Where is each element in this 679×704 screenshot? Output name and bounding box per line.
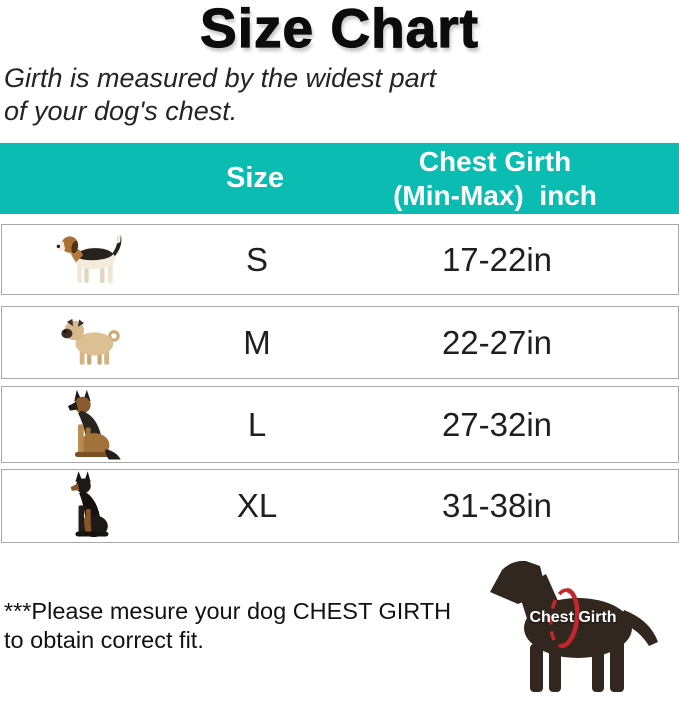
pug-dog-photo — [2, 314, 187, 372]
chest-girth-diagram: Chest Girth — [478, 548, 676, 703]
size-value-s: S — [245, 240, 268, 278]
chest-girth-diagram-label: Chest Girth — [529, 609, 617, 626]
doberman-dog-image — [70, 471, 108, 538]
table-row-size-m: M 22-27in — [1, 306, 679, 379]
table-row-size-s: S 17-22in — [1, 224, 679, 295]
pug-dog-image — [60, 318, 120, 365]
german-shepherd-dog-photo — [2, 388, 187, 462]
size-value-l: L — [247, 405, 267, 443]
girth-value-l: 27-32in — [441, 405, 553, 443]
girth-value-xl: 31-38in — [441, 487, 553, 524]
subtitle-girth-explanation: Girth is measured by the widest part of … — [4, 63, 437, 127]
header-chest-girth-label: Chest Girth (Min-Max) inch — [393, 145, 597, 211]
measurement-note: ***Please mesure your dog CHEST GIRTH to… — [4, 598, 452, 654]
girth-ellipse-marker — [549, 587, 580, 649]
doberman-dog-photo — [2, 470, 187, 542]
beagle-dog-image — [56, 234, 121, 283]
table-row-size-xl: XL 31-38in — [1, 469, 679, 543]
size-value-m: M — [243, 323, 271, 361]
table-header: Size Chest Girth (Min-Max) inch — [0, 143, 679, 214]
page-title: Size Chart — [199, 0, 479, 60]
girth-value-m: 22-27in — [441, 323, 553, 361]
header-size-label: Size — [225, 162, 285, 194]
beagle-dog-photo — [2, 230, 187, 290]
german-shepherd-dog-image — [67, 389, 121, 459]
girth-value-s: 17-22in — [441, 240, 553, 278]
table-row-size-l: L 27-32in — [1, 386, 679, 463]
size-value-xl: XL — [236, 487, 278, 524]
dog-silhouette-image — [490, 560, 658, 692]
